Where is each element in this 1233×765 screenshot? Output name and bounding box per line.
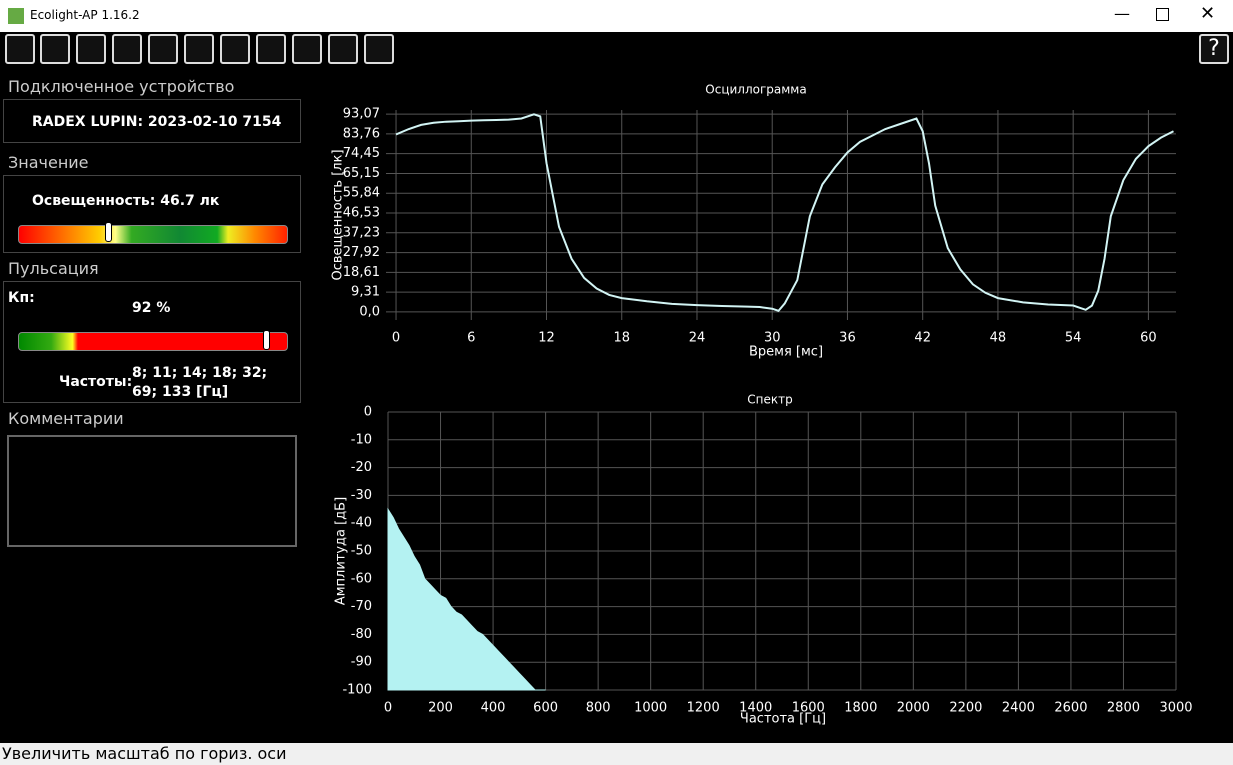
x-tick-label: 12	[538, 331, 555, 346]
frequencies-label: Частоты:	[59, 374, 133, 390]
oscillogram-line	[395, 113, 1174, 313]
frequencies-text: 8; 11; 14; 18; 32; 69; 133 [Гц]	[132, 365, 268, 400]
y-axis-label: Освещенность [лк]	[331, 149, 346, 280]
x-tick-label: 1400	[739, 701, 772, 716]
tool-stop[interactable]	[148, 34, 178, 64]
minimize-button[interactable]: —	[1114, 4, 1130, 23]
kp-label: Кп:	[8, 290, 35, 306]
device-box: RADEX LUPIN: 2023-02-10 7154	[3, 99, 301, 143]
x-tick-label: 42	[914, 331, 931, 346]
y-tick-label: 0	[364, 405, 372, 420]
x-tick-label: 60	[1140, 331, 1157, 346]
y-tick-label: 18,61	[343, 265, 380, 280]
x-tick-label: 0	[392, 331, 400, 346]
toolbar: ?	[0, 32, 1233, 68]
tool-save[interactable]	[112, 34, 142, 64]
comments-field[interactable]	[7, 435, 297, 547]
y-tick-label: -50	[351, 544, 372, 559]
x-tick-label: 2400	[1002, 701, 1035, 716]
status-text: Увеличить масштаб по гориз. оси	[2, 744, 287, 763]
y-tick-label: -30	[351, 488, 372, 503]
tool-spectrum[interactable]	[328, 34, 358, 64]
x-tick-label: 1200	[687, 701, 720, 716]
x-tick-label: 54	[1065, 331, 1082, 346]
title-bar: Ecolight-AP 1.16.2 — ✕	[0, 0, 1233, 32]
comments-heading: Комментарии	[8, 409, 124, 428]
close-button[interactable]: ✕	[1200, 3, 1216, 24]
illuminance-gauge	[18, 225, 288, 244]
y-tick-label: -100	[342, 683, 372, 698]
x-tick-label: 6	[467, 331, 475, 346]
help-button[interactable]: ?	[1199, 34, 1229, 64]
x-tick-label: 0	[384, 701, 392, 716]
tool-grid[interactable]	[220, 34, 250, 64]
spectrum-area	[387, 507, 546, 691]
tool-osc[interactable]	[184, 34, 214, 64]
y-tick-label: -70	[351, 599, 372, 614]
x-tick-label: 36	[839, 331, 856, 346]
y-tick-label: 93,07	[343, 107, 380, 122]
x-axis-label: Частота [Гц]	[740, 712, 826, 727]
device-heading: Подключенное устройство	[8, 77, 235, 96]
x-tick-label: 18	[613, 331, 630, 346]
value-heading: Значение	[8, 153, 89, 172]
x-tick-label: 2800	[1107, 701, 1140, 716]
y-tick-label: 65,15	[343, 166, 380, 181]
x-tick-label: 1600	[792, 701, 825, 716]
pulsation-box: Кп: 92 % Частоты: 8; 11; 14; 18; 32; 69;…	[3, 281, 301, 403]
device-name: RADEX LUPIN: 2023-02-10 7154	[32, 114, 282, 130]
chart-title: Осциллограмма	[705, 83, 806, 97]
x-tick-label: 1000	[634, 701, 667, 716]
chart-title: Спектр	[747, 393, 792, 407]
tool-value[interactable]	[256, 34, 286, 64]
y-tick-label: 46,53	[343, 206, 380, 221]
tool-search[interactable]	[5, 34, 35, 64]
status-bar: Увеличить масштаб по гориз. оси	[0, 743, 1233, 765]
maximize-button[interactable]	[1156, 8, 1169, 21]
x-tick-label: 2200	[949, 701, 982, 716]
y-axis-label: Амплитуда [дБ]	[334, 497, 349, 605]
x-tick-label: 400	[481, 701, 506, 716]
y-tick-label: -90	[351, 655, 372, 670]
y-tick-label: 9,31	[351, 285, 380, 300]
x-tick-label: 48	[990, 331, 1007, 346]
y-tick-label: -60	[351, 571, 372, 586]
y-tick-label: -20	[351, 460, 372, 475]
y-tick-label: 27,92	[343, 245, 380, 260]
tool-open[interactable]	[40, 34, 70, 64]
x-tick-label: 2600	[1054, 701, 1087, 716]
y-tick-label: -10	[351, 432, 372, 447]
illuminance-marker	[105, 222, 112, 242]
illuminance-text: Освещенность: 46.7 лк	[32, 193, 220, 209]
x-axis-label: Время [мс]	[749, 345, 823, 360]
tool-wave[interactable]	[292, 34, 322, 64]
value-box: Освещенность: 46.7 лк	[3, 175, 301, 253]
charts: Осциллограмма Время [мс] Освещенность [лк]…	[331, 83, 1193, 727]
x-tick-label: 30	[764, 331, 781, 346]
kp-value: 92 %	[132, 300, 171, 316]
x-tick-label: 1800	[844, 701, 877, 716]
x-tick-label: 24	[689, 331, 706, 346]
y-tick-label: 0,0	[359, 304, 380, 319]
tool-layout[interactable]	[364, 34, 394, 64]
x-tick-label: 3000	[1159, 701, 1192, 716]
x-tick-label: 800	[586, 701, 611, 716]
y-tick-label: 55,84	[343, 186, 380, 201]
y-tick-label: 74,45	[343, 146, 380, 161]
y-tick-label: -40	[351, 516, 372, 531]
x-tick-label: 2000	[897, 701, 930, 716]
y-tick-label: 37,23	[343, 225, 380, 240]
x-tick-label: 600	[533, 701, 558, 716]
pulsation-heading: Пульсация	[8, 259, 99, 278]
pulsation-gauge	[18, 330, 288, 351]
window-title: Ecolight-AP 1.16.2	[30, 8, 140, 22]
x-tick-label: 200	[428, 701, 453, 716]
y-tick-label: 83,76	[343, 126, 380, 141]
app-icon	[8, 8, 24, 24]
tool-eject[interactable]	[76, 34, 106, 64]
y-tick-label: -80	[351, 627, 372, 642]
kp-marker	[262, 330, 270, 350]
